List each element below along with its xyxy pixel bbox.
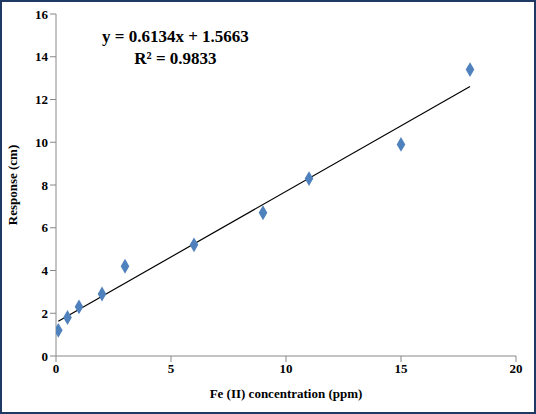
svg-text:Response (cm): Response (cm) <box>5 145 20 226</box>
svg-text:2: 2 <box>42 306 49 321</box>
svg-text:4: 4 <box>42 263 49 278</box>
html-text:y = 0.6134x + 1.5663: y = 0.6134x + 1.5663 <box>102 27 249 46</box>
svg-text:5: 5 <box>168 361 175 376</box>
svg-text:14: 14 <box>35 49 49 64</box>
svg-text:0: 0 <box>53 361 60 376</box>
svg-text:10: 10 <box>35 135 48 150</box>
svg-text:Fe (II) concentration (ppm): Fe (II) concentration (ppm) <box>210 386 363 401</box>
svg-text:20: 20 <box>510 361 523 376</box>
svg-text:6: 6 <box>42 220 49 235</box>
svg-text:8: 8 <box>42 178 49 193</box>
svg-text:10: 10 <box>280 361 293 376</box>
svg-text:0: 0 <box>42 349 49 364</box>
svg-text:12: 12 <box>35 92 48 107</box>
svg-text:16: 16 <box>35 7 49 22</box>
html-text:R² = 0.9833: R² = 0.9833 <box>134 49 217 68</box>
svg-text:15: 15 <box>395 361 409 376</box>
